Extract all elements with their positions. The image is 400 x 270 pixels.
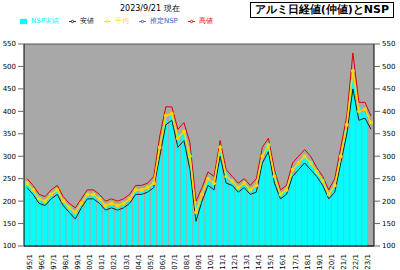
svg-text:95/1: 95/1 [26,254,34,270]
html-text:平均: 平均 [114,17,129,25]
svg-text:02/1: 02/1 [110,254,118,270]
svg-text:300: 300 [382,153,392,161]
svg-text:14/1: 14/1 [255,254,263,270]
svg-text:04/1: 04/1 [135,254,143,270]
svg-text:00/1: 00/1 [86,254,94,270]
svg-text:96/1: 96/1 [38,254,46,270]
svg-text:22/1: 22/1 [352,254,360,270]
svg-text:03/1: 03/1 [123,254,131,270]
svg-text:07/1: 07/1 [171,254,179,270]
svg-text:400: 400 [382,108,392,116]
svg-text:350: 350 [382,130,392,138]
svg-text:250: 250 [8,175,16,183]
svg-text:16/1: 16/1 [279,254,287,270]
svg-text:200: 200 [382,198,392,206]
svg-text:300: 300 [8,153,16,161]
svg-text:450: 450 [382,85,392,93]
svg-text:15/1: 15/1 [267,254,275,270]
html-text:NSP実績: NSP実績 [31,17,59,25]
svg-text:17/1: 17/1 [292,254,300,270]
html-text:アルミ日経値(仲値)とNSP: アルミ日経値(仲値)とNSP [254,3,389,16]
svg-text:05/1: 05/1 [147,254,155,270]
svg-text:450: 450 [8,85,16,93]
svg-text:18/1: 18/1 [304,254,312,270]
svg-text:01/1: 01/1 [98,254,106,270]
svg-text:500: 500 [382,63,392,71]
svg-text:100: 100 [8,242,16,250]
svg-text:09/1: 09/1 [195,254,203,270]
svg-text:11/1: 11/1 [219,254,227,270]
svg-text:500: 500 [8,63,16,71]
svg-text:97/1: 97/1 [50,254,58,270]
svg-text:250: 250 [382,175,392,183]
svg-text:150: 150 [8,220,16,228]
svg-text:100: 100 [382,242,392,250]
svg-text:10/1: 10/1 [207,254,215,270]
svg-text:12/1: 12/1 [231,254,239,270]
svg-text:150: 150 [382,220,392,228]
svg-text:550: 550 [8,40,16,48]
svg-text:98/1: 98/1 [62,254,70,270]
svg-text:06/1: 06/1 [159,254,167,270]
svg-text:08/1: 08/1 [183,254,191,270]
svg-text:550: 550 [382,40,392,48]
svg-text:19/1: 19/1 [316,254,324,270]
html-text:安値: 安値 [79,17,94,25]
svg-text:21/1: 21/1 [340,254,348,270]
html-text:推定NSP: 推定NSP [149,17,178,25]
html-text:高値: 高値 [198,17,213,25]
svg-text:350: 350 [8,130,16,138]
svg-text:200: 200 [8,198,16,206]
svg-text:400: 400 [8,108,16,116]
svg-text:23/1: 23/1 [364,254,372,270]
svg-text:20/1: 20/1 [328,254,336,270]
svg-text:99/1: 99/1 [74,254,82,270]
svg-text:13/1: 13/1 [243,254,251,270]
html-text:2023/9/21 現在: 2023/9/21 現在 [120,4,180,13]
